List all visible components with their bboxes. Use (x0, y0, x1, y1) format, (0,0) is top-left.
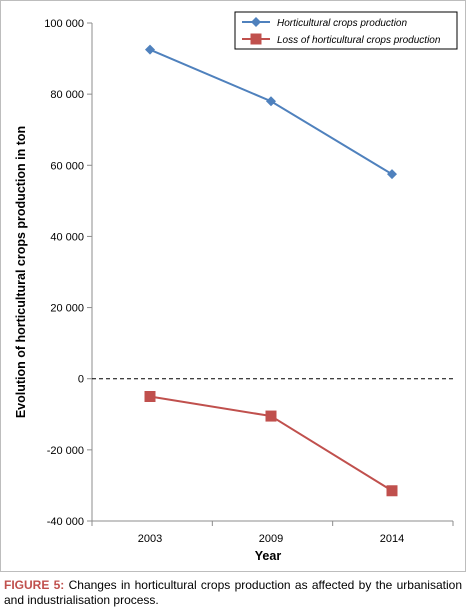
series-group (144, 44, 398, 497)
line-chart: 100 000 80 000 60 000 40 000 20 000 0 -20 000 -… (14, 11, 458, 563)
y-axis-title: Evolution of horticultural crops product… (14, 126, 28, 418)
x-tick-label: 2009 (259, 533, 283, 545)
y-tick-label: 20 000 (50, 303, 84, 315)
caption-text: Changes in horticultural crops productio… (4, 578, 462, 607)
series-2-point (265, 410, 277, 422)
series-2-point (386, 485, 398, 497)
x-axis-title: Year (255, 549, 282, 563)
series-1-point (387, 169, 397, 180)
figure-caption: FIGURE 5: Changes in horticultural crops… (4, 578, 462, 608)
legend-label: Horticultural crops production (277, 18, 407, 29)
series-2 (144, 391, 398, 497)
y-tick-label: 80 000 (50, 89, 84, 101)
y-tick-label: 0 (78, 374, 84, 386)
series-1 (145, 44, 397, 180)
series-1-line (149, 48, 393, 176)
legend-label: Loss of horticultural crops production (277, 35, 441, 46)
chart-axes (91, 23, 453, 522)
caption-label: FIGURE 5: (4, 578, 65, 592)
legend-marker (251, 17, 261, 27)
y-tick-label: 40 000 (50, 231, 84, 243)
legend-box (234, 11, 458, 50)
legend-marker (250, 33, 262, 45)
y-tick-label: -40 000 (47, 516, 84, 528)
legend: Horticultural crops production Loss of ho… (234, 11, 458, 50)
y-tick-label: 100 000 (44, 18, 84, 30)
x-tick-label: 2014 (380, 533, 404, 545)
series-2-point (144, 391, 156, 402)
x-tick-group: 2003 2009 2014 (91, 521, 454, 545)
series-1-point (266, 96, 276, 107)
y-tick-label: 60 000 (50, 160, 84, 172)
y-tick-group: 100 000 80 000 60 000 40 000 20 000 0 -20 000 -… (44, 18, 92, 528)
y-tick-label: -20 000 (47, 445, 84, 457)
series-1-point (145, 44, 155, 55)
x-tick-label: 2003 (138, 533, 162, 545)
